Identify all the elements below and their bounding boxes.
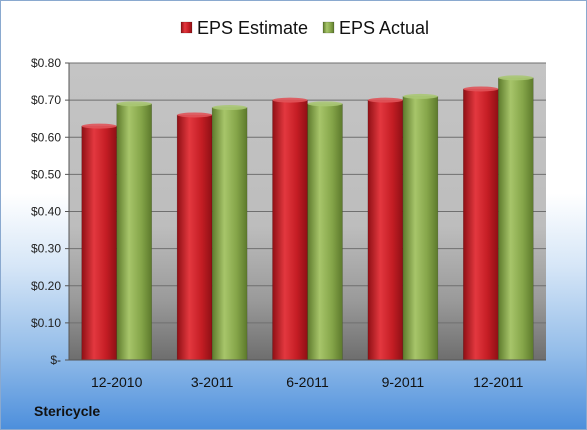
y-tick-label: $0.50 bbox=[31, 167, 61, 181]
x-tick-label: 12-2011 bbox=[473, 374, 524, 390]
bar-cap-eps-actual bbox=[116, 101, 152, 107]
bar-eps-actual bbox=[402, 96, 439, 361]
bar-cap-eps-actual bbox=[307, 101, 343, 107]
bar-eps-estimate bbox=[367, 99, 404, 361]
x-tick-label: 6-2011 bbox=[286, 374, 329, 390]
bar-cap-eps-actual bbox=[498, 75, 534, 81]
bar-cap-eps-estimate bbox=[177, 112, 213, 118]
bar-cap-eps-estimate bbox=[272, 97, 308, 103]
bar-eps-estimate bbox=[272, 99, 308, 361]
y-tick-label: $0.80 bbox=[31, 56, 61, 70]
bar-eps-actual bbox=[498, 77, 534, 361]
x-tick-label: 12-2010 bbox=[91, 374, 143, 390]
bar-cap-eps-actual bbox=[402, 93, 438, 99]
legend: EPS Estimate EPS Actual bbox=[180, 18, 429, 38]
bar-cap-eps-estimate bbox=[81, 123, 117, 129]
bar-eps-actual bbox=[116, 103, 152, 361]
bar-eps-estimate bbox=[176, 114, 213, 361]
y-tick-label: $0.20 bbox=[31, 279, 61, 293]
bar-cap-eps-estimate bbox=[367, 97, 403, 103]
y-tick-label: $- bbox=[50, 353, 61, 367]
y-tick-label: $0.60 bbox=[31, 130, 61, 144]
bar-eps-actual bbox=[307, 103, 343, 361]
legend-swatch bbox=[180, 21, 193, 34]
bar-cap-eps-actual bbox=[212, 105, 248, 111]
bar-eps-estimate bbox=[463, 88, 499, 361]
y-tick-label: $0.10 bbox=[31, 316, 61, 330]
legend-label: EPS Estimate bbox=[197, 18, 308, 38]
legend-swatch bbox=[322, 21, 335, 34]
x-tick-label: 3-2011 bbox=[191, 374, 234, 390]
y-tick-label: $0.30 bbox=[31, 242, 61, 256]
bar-eps-actual bbox=[211, 107, 248, 361]
x-tick-label: 9-2011 bbox=[382, 374, 425, 390]
bar-cap-eps-estimate bbox=[463, 86, 499, 92]
y-tick-label: $0.70 bbox=[31, 93, 61, 107]
legend-label: EPS Actual bbox=[339, 18, 429, 38]
y-tick-label: $0.40 bbox=[31, 205, 61, 219]
bar-eps-estimate bbox=[81, 125, 117, 361]
company-name: Stericycle bbox=[34, 403, 101, 419]
